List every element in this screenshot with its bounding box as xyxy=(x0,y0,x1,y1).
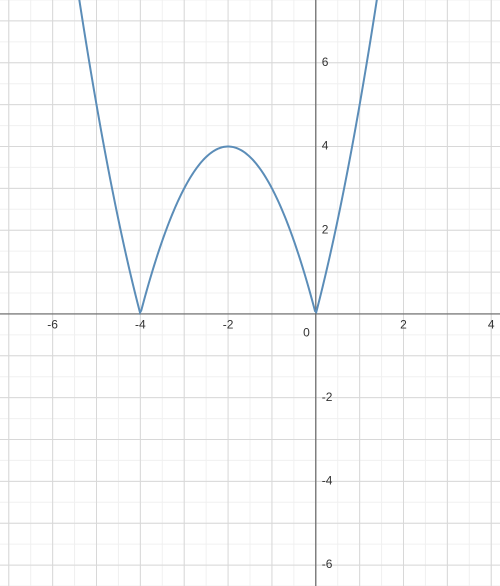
svg-text:2: 2 xyxy=(322,222,329,236)
svg-text:0: 0 xyxy=(303,326,310,340)
svg-text:2: 2 xyxy=(400,318,407,332)
svg-text:-2: -2 xyxy=(322,390,333,404)
svg-text:-4: -4 xyxy=(135,318,146,332)
svg-text:4: 4 xyxy=(488,318,495,332)
function-plot: -6 -4 -2 0 2 4 -6 -4 -2 2 4 6 xyxy=(0,0,500,586)
svg-text:-4: -4 xyxy=(322,474,333,488)
svg-text:4: 4 xyxy=(322,139,329,153)
svg-text:-6: -6 xyxy=(322,557,333,571)
svg-text:-2: -2 xyxy=(223,318,234,332)
chart-container: -6 -4 -2 0 2 4 -6 -4 -2 2 4 6 xyxy=(0,0,500,586)
svg-text:-6: -6 xyxy=(47,318,58,332)
svg-text:6: 6 xyxy=(322,55,329,69)
